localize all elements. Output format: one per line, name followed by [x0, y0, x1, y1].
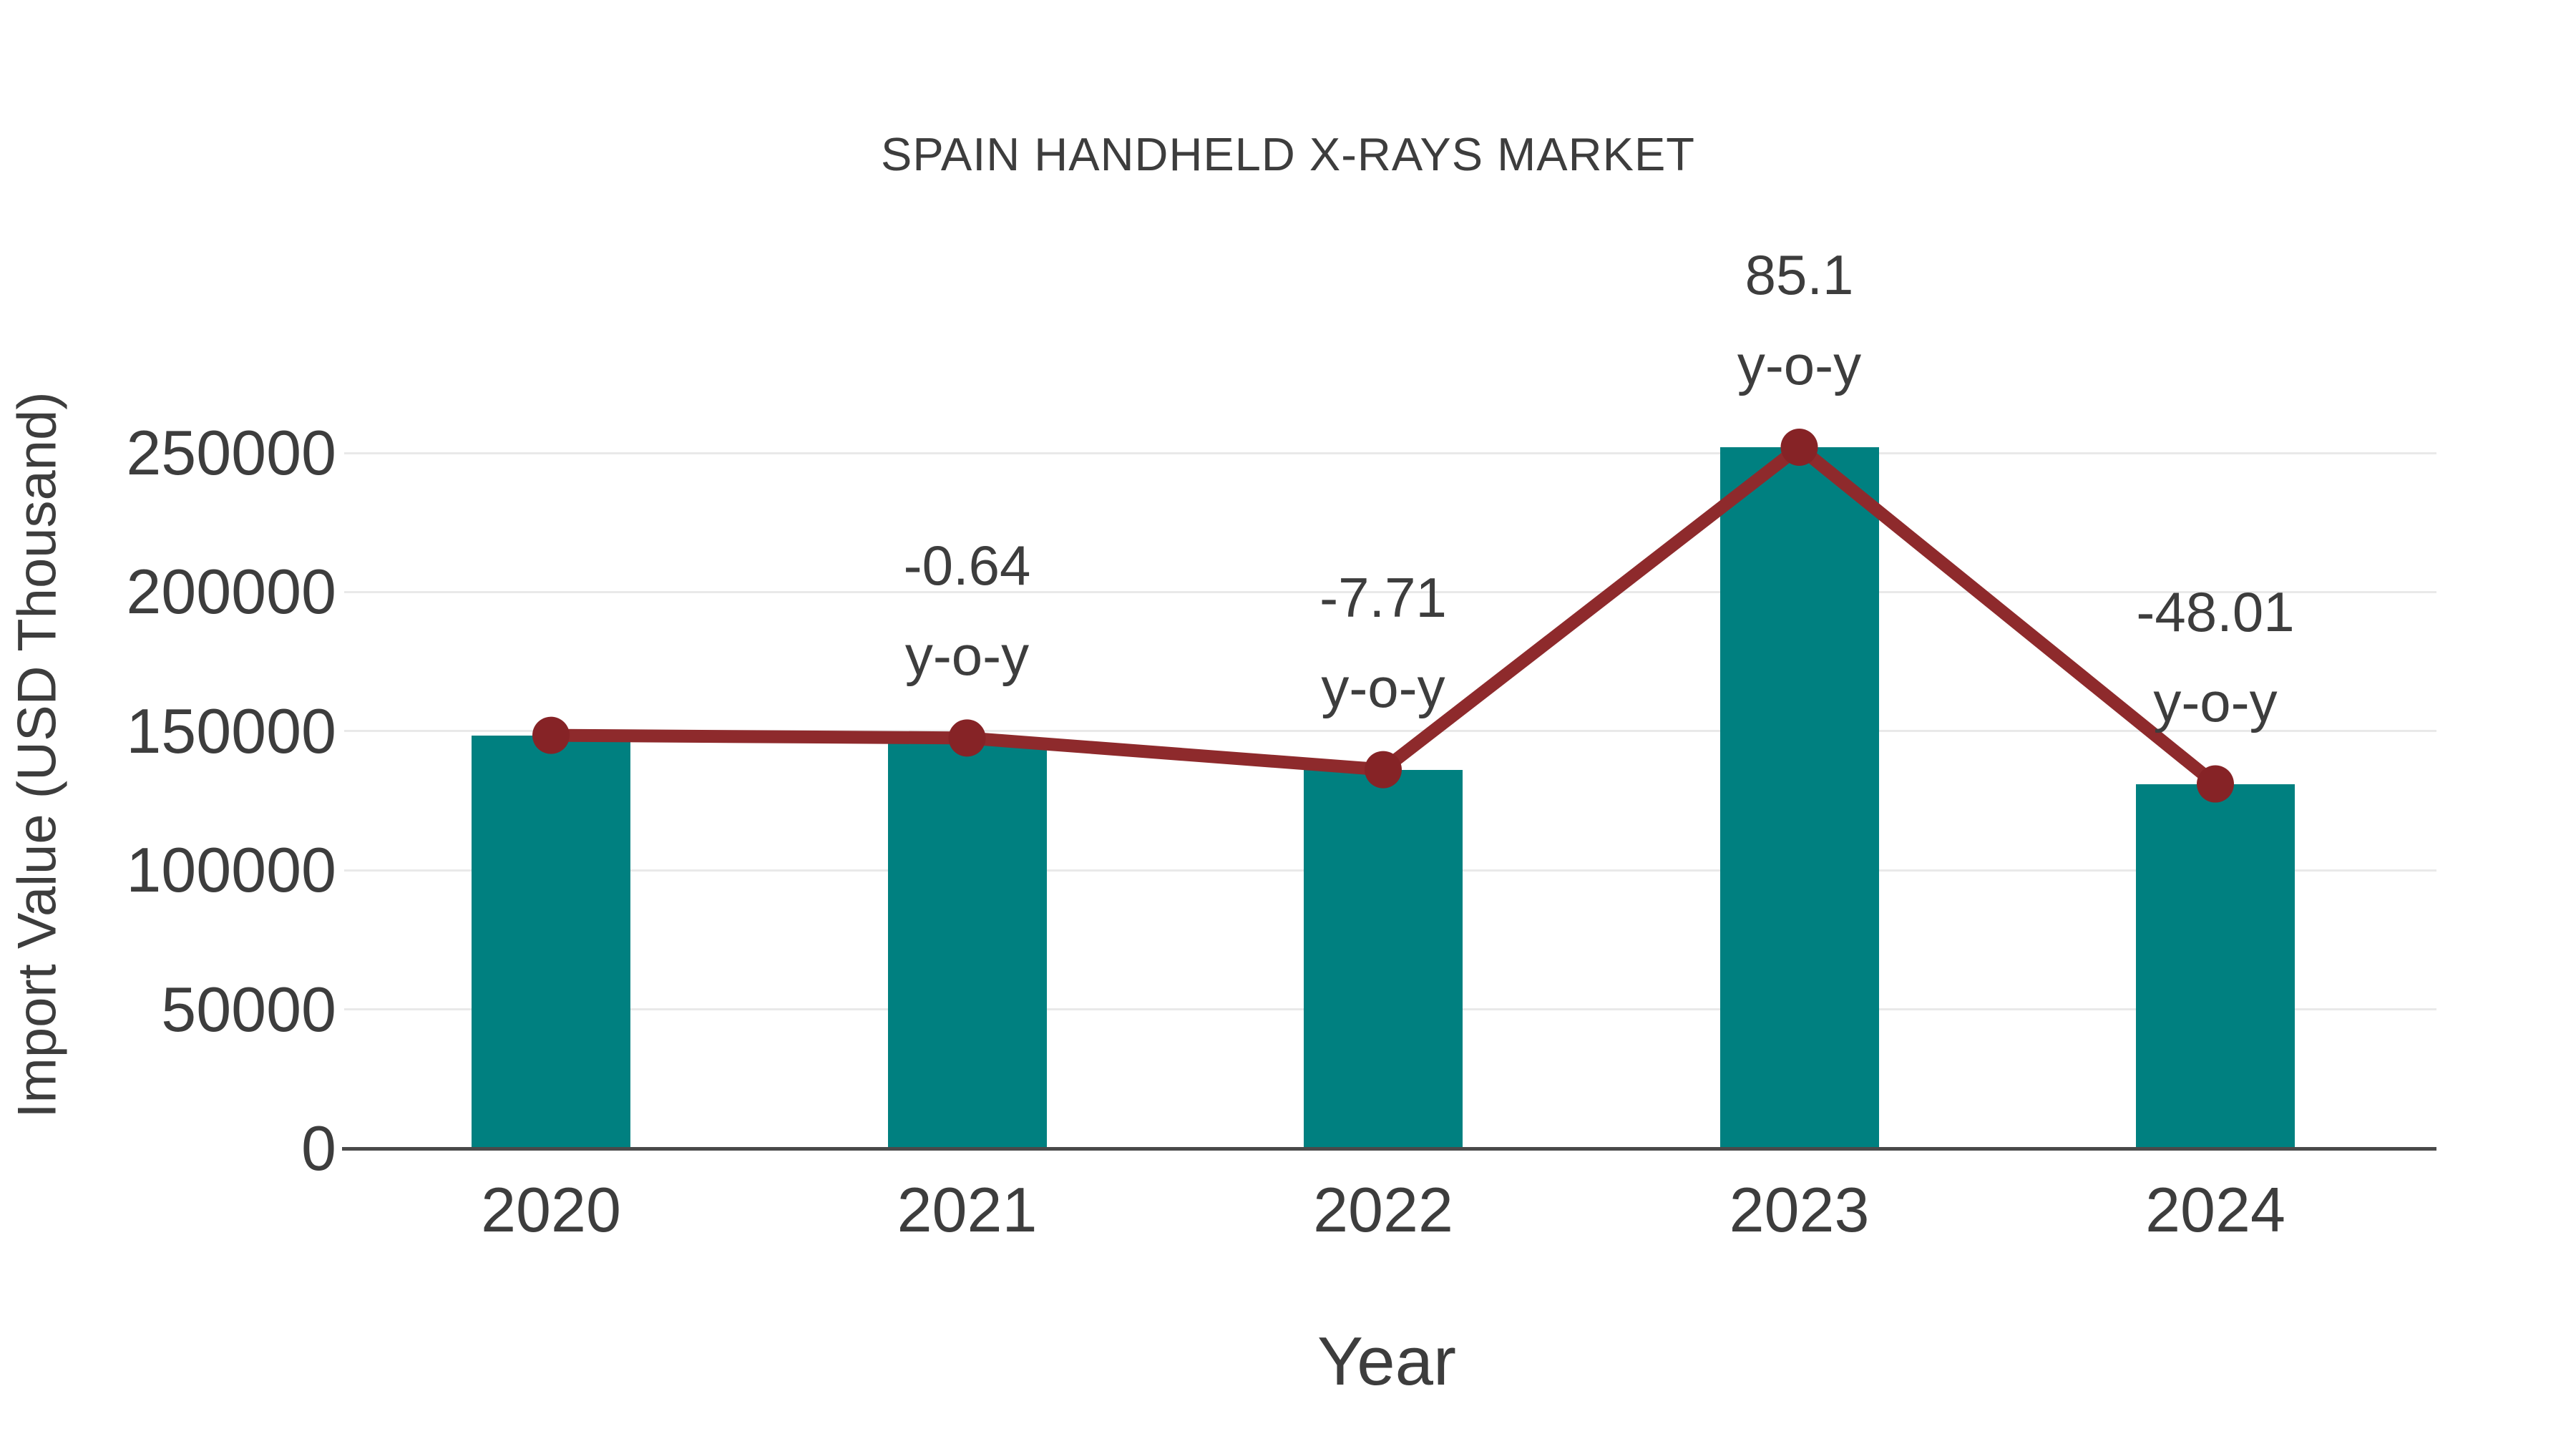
y-tick-label: 150000	[126, 695, 336, 766]
yoy-annotation: -0.64 y-o-y	[904, 520, 1031, 701]
yoy-suffix-label: y-o-y	[1321, 655, 1445, 719]
chart-title: SPAIN HANDHELD X-RAYS MARKET	[880, 128, 1695, 180]
bar	[472, 735, 630, 1148]
yoy-annotation: -48.01 y-o-y	[2136, 567, 2294, 747]
yoy-annotation: -7.71 y-o-y	[1319, 552, 1447, 733]
x-tick-label: 2021	[897, 1174, 1038, 1245]
yoy-value-label: 85.1	[1745, 243, 1854, 306]
x-axis-line	[342, 1147, 2436, 1151]
x-tick-label: 2022	[1313, 1174, 1453, 1245]
bar	[1304, 769, 1463, 1148]
x-tick-label: 2024	[2145, 1174, 2285, 1245]
yoy-value-label: -0.64	[903, 534, 1031, 597]
yoy-value-label: -7.71	[1319, 565, 1447, 629]
yoy-suffix-label: y-o-y	[2153, 670, 2278, 733]
y-tick-label: 0	[301, 1113, 336, 1184]
y-tick-label: 250000	[126, 417, 336, 488]
yoy-annotation: 85.1 y-o-y	[1737, 230, 1861, 410]
grid-line	[344, 452, 2436, 454]
yoy-suffix-label: y-o-y	[904, 624, 1030, 688]
x-tick-label: 2023	[1729, 1174, 1870, 1245]
bar	[887, 738, 1047, 1148]
y-tick-label: 200000	[126, 556, 336, 628]
y-tick-label: 100000	[126, 834, 336, 906]
bar	[1719, 447, 1879, 1148]
x-axis-title: Year	[1317, 1323, 1456, 1400]
x-tick-label: 2020	[481, 1174, 621, 1245]
y-tick-label: 50000	[161, 973, 336, 1045]
yoy-suffix-label: y-o-y	[1737, 333, 1862, 396]
yoy-value-label: -48.01	[2136, 580, 2295, 643]
bar	[2136, 784, 2295, 1148]
